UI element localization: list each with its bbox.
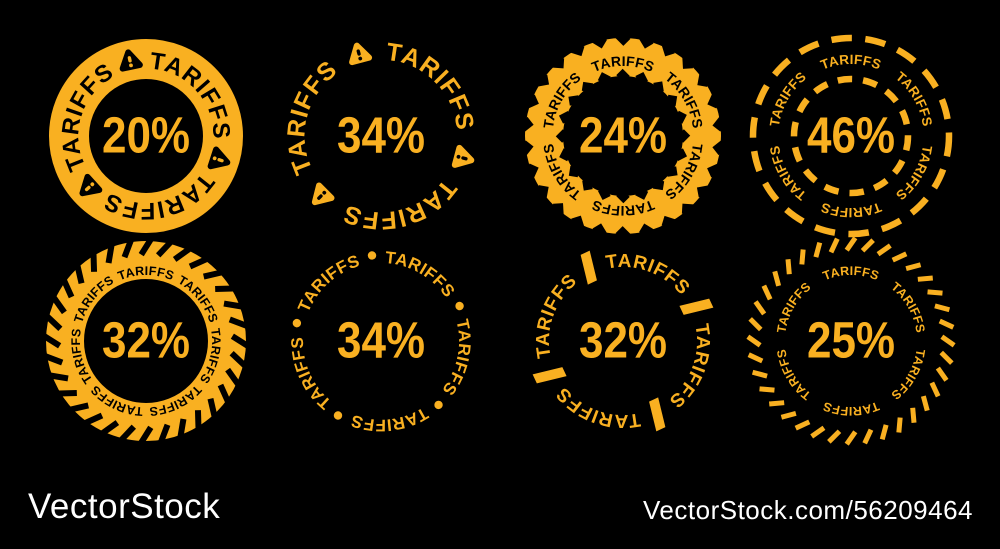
slash-separator	[649, 397, 666, 432]
svg-text:TARIFFS: TARIFFS	[288, 337, 335, 413]
svg-text:TARIFFS: TARIFFS	[819, 52, 884, 73]
dot-separator	[434, 400, 443, 410]
tariff-stamp-4-46-percent: TARIFFS TARIFFS TARIFFS TARIFFS TARIFFS …	[741, 26, 961, 246]
svg-text:TARIFFS: TARIFFS	[589, 53, 656, 75]
percent-value: 46%	[807, 108, 895, 165]
percent-value: 20%	[102, 108, 190, 165]
svg-text:34%: 34%	[337, 313, 425, 370]
warning-triangle-icon	[349, 42, 373, 66]
warning-triangle-icon	[207, 146, 231, 170]
svg-text:TARIFFS: TARIFFS	[767, 69, 809, 128]
svg-text:TARIFFS: TARIFFS	[604, 251, 694, 299]
svg-text:TARIFFS: TARIFFS	[533, 270, 581, 360]
percent-value: 24%	[579, 108, 667, 165]
svg-text:TARIFFS: TARIFFS	[893, 144, 935, 203]
percent-value: 25%	[807, 313, 895, 370]
svg-text:TARIFFS: TARIFFS	[294, 251, 362, 315]
tariff-stamp-3-24-percent: TARIFFS TARIFFS TARIFFS TARIFFS TARIFFS …	[513, 26, 733, 246]
svg-text:TARIFFS: TARIFFS	[282, 55, 342, 178]
svg-text:TARIFFS: TARIFFS	[348, 404, 431, 435]
dot-separator	[367, 251, 377, 260]
percent-value: 34%	[337, 313, 425, 370]
svg-text:34%: 34%	[337, 108, 425, 165]
svg-text:TARIFFS: TARIFFS	[116, 264, 176, 283]
warning-triangle-icon	[311, 182, 335, 206]
svg-text:24%: 24%	[579, 108, 667, 165]
dot-separator	[333, 411, 343, 420]
svg-text:32%: 32%	[102, 313, 190, 370]
svg-text:TARIFFS: TARIFFS	[821, 399, 881, 418]
svg-text:TARIFFS: TARIFFS	[339, 174, 462, 234]
svg-text:32%: 32%	[579, 313, 667, 370]
tariff-stamp-6-34-percent: TARIFFS TARIFFS TARIFFS TARIFFS TARIFFS …	[271, 231, 491, 451]
warning-triangle-icon	[119, 49, 143, 72]
svg-text:TARIFFS: TARIFFS	[552, 383, 642, 431]
tariff-stamp-1-20-percent: TARIFFS TARIFFS TARIFFS 20%	[36, 26, 256, 246]
svg-text:TARIFFS: TARIFFS	[590, 197, 657, 219]
warning-triangle-icon	[451, 144, 475, 168]
watermark-bar	[0, 478, 1000, 549]
svg-text:TARIFFS: TARIFFS	[438, 317, 474, 399]
svg-text:20%: 20%	[102, 108, 190, 165]
vectorstock-credit-url: VectorStock.com/56209464	[643, 495, 973, 525]
percent-value: 32%	[102, 313, 190, 370]
dot-separator	[455, 301, 464, 311]
slash-separator	[532, 367, 567, 384]
svg-text:46%: 46%	[807, 108, 895, 165]
svg-text:TARIFFS: TARIFFS	[819, 199, 884, 220]
svg-text:TARIFFS: TARIFFS	[384, 248, 458, 301]
tariff-stamp-7-32-percent: TARIFFS TARIFFS TARIFFS TARIFFS 32%	[513, 231, 733, 451]
percent-value: 34%	[337, 108, 425, 165]
tariff-stamp-5-32-percent: TARIFFS TARIFFS TARIFFS TARIFFS TARIFFS …	[36, 231, 256, 451]
vectorstock-logo: VectorStock	[28, 487, 221, 526]
dot-separator	[292, 318, 302, 328]
svg-text:25%: 25%	[807, 313, 895, 370]
warning-triangle-icon	[79, 173, 103, 197]
svg-text:TARIFFS: TARIFFS	[665, 322, 713, 412]
slash-separator	[679, 298, 714, 315]
tariff-stamp-8-25-percent: TARIFFS TARIFFS TARIFFS TARIFFS TARIFFS …	[741, 231, 961, 451]
slash-separator	[580, 250, 597, 285]
percent-value: 32%	[579, 313, 667, 370]
tariff-stamp-2-34-percent: TARIFFS TARIFFS TARIFFS 34%	[271, 26, 491, 246]
svg-text:TARIFFS: TARIFFS	[821, 264, 881, 283]
